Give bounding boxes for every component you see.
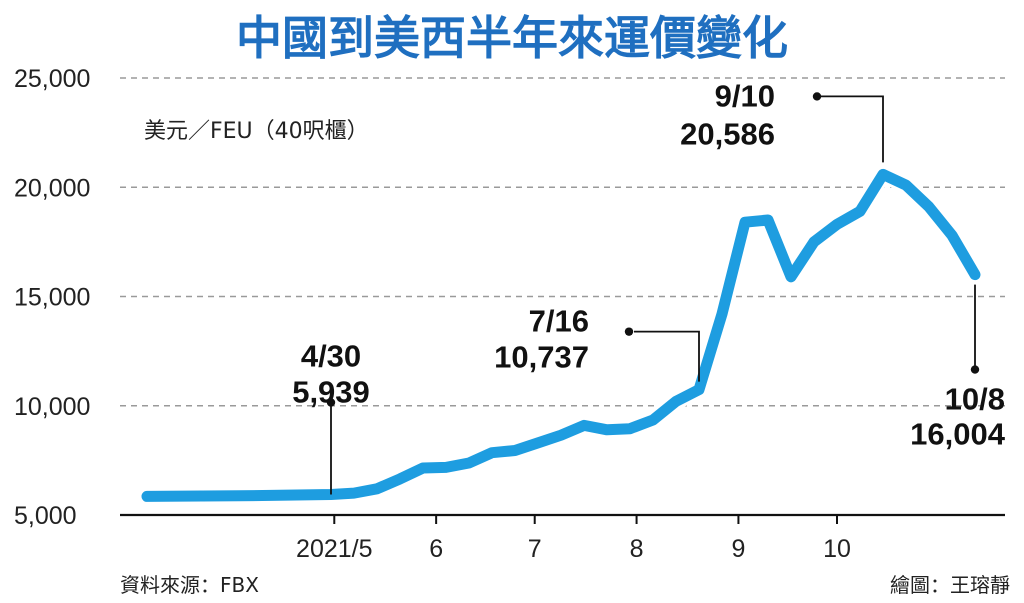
annotation-dot bbox=[812, 92, 822, 101]
x-tick-label: 6 bbox=[429, 535, 443, 563]
series-line bbox=[138, 165, 984, 505]
series-line-0 bbox=[141, 168, 981, 502]
y-tick-label: 25,000 bbox=[14, 65, 90, 93]
x-tick-label: 2021/5 bbox=[296, 535, 372, 563]
y-tick-label: 10,000 bbox=[14, 393, 90, 421]
annotation-date: 9/10 bbox=[715, 78, 775, 113]
x-tick-label: 10 bbox=[823, 535, 851, 563]
y-axis-ticks: 5,000 10,000 15,000 20,000 25,000 bbox=[14, 65, 90, 530]
annotation-dot bbox=[624, 327, 634, 336]
x-tick-label: 9 bbox=[731, 535, 745, 563]
annotation-value: 16,004 bbox=[910, 417, 1006, 452]
annotation-dot bbox=[970, 365, 980, 374]
x-axis-ticks: 2021/5 6 7 8 9 10 bbox=[296, 515, 851, 563]
source-text: 資料來源：FBX bbox=[120, 573, 259, 597]
annotation-value: 20,586 bbox=[680, 116, 775, 151]
gridlines bbox=[120, 77, 1005, 517]
y-tick-label: 20,000 bbox=[14, 174, 90, 202]
annotation-value: 5,939 bbox=[292, 374, 370, 409]
annotation-leader bbox=[821, 95, 884, 163]
credit-text: 繪圖：王瑢靜 bbox=[890, 573, 1010, 597]
x-tick-label: 8 bbox=[630, 535, 644, 563]
chart-title: 中國到美西半年來運價變化 bbox=[236, 11, 788, 65]
annotation-date: 7/16 bbox=[529, 304, 589, 339]
y-tick-label: 5,000 bbox=[14, 502, 77, 530]
annotation-dot bbox=[326, 398, 336, 407]
unit-label: 美元／FEU（40呎櫃） bbox=[144, 119, 369, 144]
x-tick-label: 7 bbox=[528, 535, 542, 563]
annotation-leader bbox=[634, 330, 700, 382]
annotation-value: 10,737 bbox=[494, 340, 589, 375]
y-tick-label: 15,000 bbox=[14, 284, 90, 312]
annotation-date: 10/8 bbox=[945, 382, 1005, 417]
annotation-date: 4/30 bbox=[301, 338, 361, 373]
